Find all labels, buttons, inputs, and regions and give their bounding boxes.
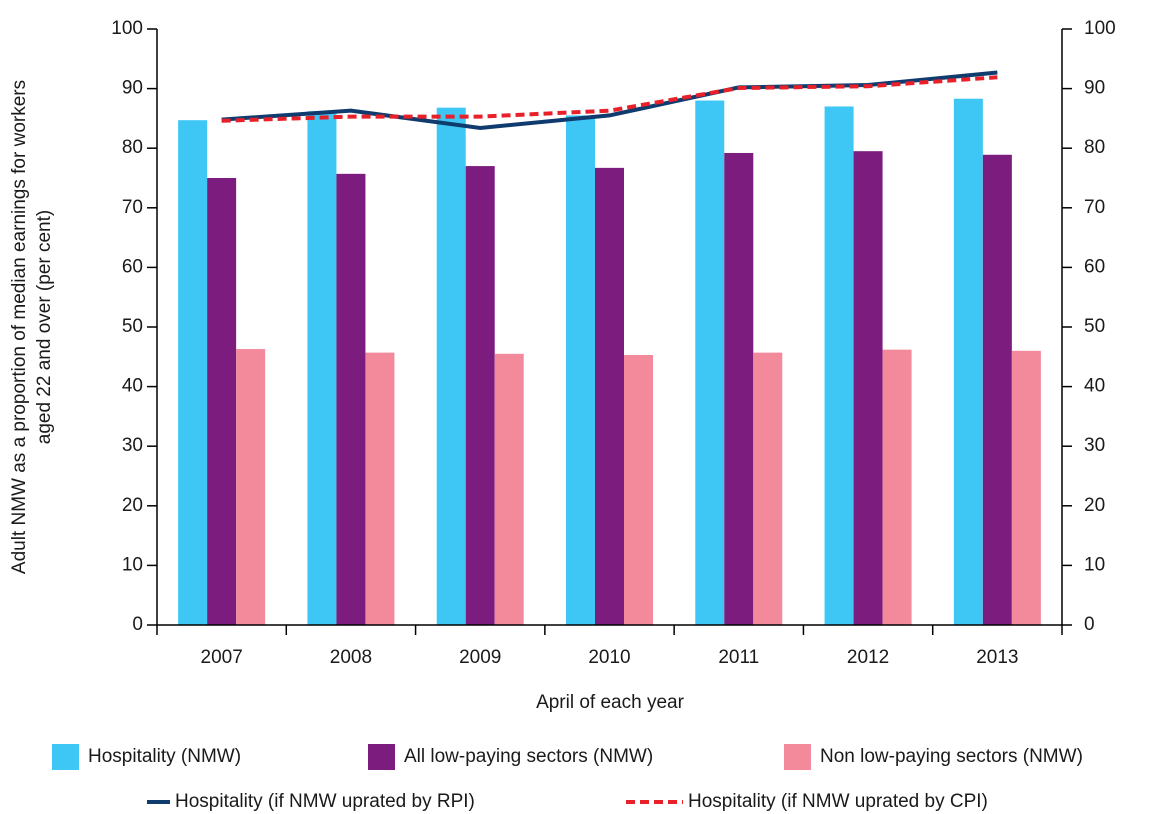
line bbox=[221, 70, 998, 130]
bar bbox=[824, 106, 854, 626]
y2-tick-label: 90 bbox=[1084, 78, 1105, 99]
y2-tick-label: 40 bbox=[1084, 376, 1105, 397]
bar bbox=[695, 100, 725, 625]
bar bbox=[1011, 350, 1041, 625]
y2-tick-label: 20 bbox=[1084, 495, 1105, 516]
bar bbox=[365, 352, 395, 625]
bar bbox=[236, 349, 266, 625]
line bbox=[221, 75, 998, 123]
bar bbox=[566, 115, 595, 626]
bar bbox=[953, 98, 983, 626]
y-tick-label: 100 bbox=[111, 18, 143, 39]
x-tick-label: 2013 bbox=[976, 647, 1018, 668]
bar bbox=[465, 166, 495, 625]
y2-tick-label: 0 bbox=[1084, 614, 1095, 635]
y-tick-label: 90 bbox=[122, 78, 143, 99]
bar bbox=[307, 111, 337, 626]
bar bbox=[624, 355, 653, 625]
legend-swatch bbox=[52, 744, 79, 770]
y-axis-label: Adult NMW as a proportion of median earn… bbox=[9, 80, 30, 574]
y-tick-label: 0 bbox=[132, 614, 143, 635]
bar bbox=[178, 120, 208, 626]
legend-swatch bbox=[784, 744, 811, 770]
y-tick-label: 80 bbox=[122, 137, 143, 158]
legend-label: Non low-paying sectors (NMW) bbox=[820, 746, 1083, 767]
y2-tick-label: 50 bbox=[1084, 316, 1105, 337]
legend-swatch bbox=[368, 744, 395, 770]
y-tick-label: 10 bbox=[122, 554, 143, 575]
bar bbox=[494, 353, 524, 625]
x-tick-label: 2008 bbox=[330, 647, 372, 668]
bar bbox=[436, 107, 466, 625]
y2-tick-label: 100 bbox=[1084, 18, 1116, 39]
x-tick-label: 2007 bbox=[201, 647, 243, 668]
y-tick-label: 20 bbox=[122, 495, 143, 516]
y-tick-label: 60 bbox=[122, 256, 143, 277]
y-tick-label: 50 bbox=[122, 316, 143, 337]
y2-tick-label: 80 bbox=[1084, 137, 1105, 158]
y-tick-label: 40 bbox=[122, 376, 143, 397]
bar bbox=[336, 173, 366, 625]
y-axis-label: aged 22 and over (per cent) bbox=[34, 210, 55, 445]
bar bbox=[853, 151, 883, 625]
y-tick-label: 30 bbox=[122, 435, 143, 456]
y-tick-label: 70 bbox=[122, 197, 143, 218]
legend-label: All low-paying sectors (NMW) bbox=[404, 746, 653, 767]
y2-tick-label: 70 bbox=[1084, 197, 1105, 218]
bar bbox=[724, 152, 754, 625]
bar bbox=[207, 178, 237, 625]
bar bbox=[882, 349, 912, 625]
y2-tick-label: 30 bbox=[1084, 435, 1105, 456]
x-tick-label: 2012 bbox=[847, 647, 889, 668]
legend-label: Hospitality (if NMW uprated by RPI) bbox=[175, 791, 475, 812]
x-tick-label: 2010 bbox=[588, 647, 630, 668]
y2-tick-label: 10 bbox=[1084, 554, 1105, 575]
x-axis-label: April of each year bbox=[536, 692, 685, 713]
legend-label: Hospitality (if NMW uprated by CPI) bbox=[688, 791, 988, 812]
bar bbox=[982, 154, 1012, 626]
legend-label: Hospitality (NMW) bbox=[88, 746, 241, 767]
bar bbox=[595, 167, 624, 626]
x-tick-label: 2011 bbox=[718, 647, 759, 668]
y2-tick-label: 60 bbox=[1084, 256, 1105, 277]
bar bbox=[753, 352, 783, 625]
x-tick-label: 2009 bbox=[459, 647, 501, 668]
